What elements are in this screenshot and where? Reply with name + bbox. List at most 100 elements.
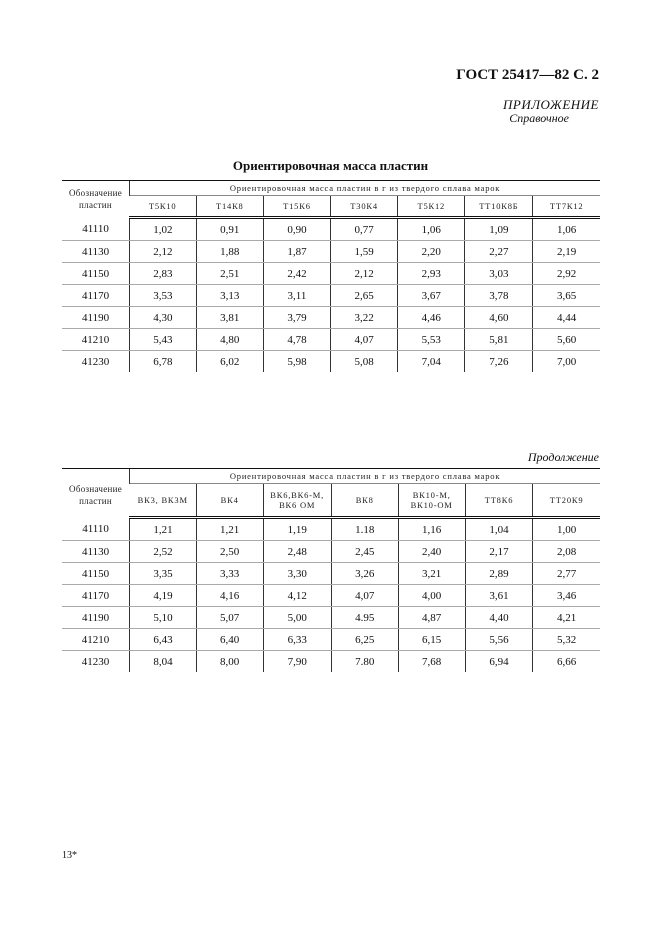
plate-designation: 41190 xyxy=(62,306,130,329)
mass-value: 3,26 xyxy=(330,562,399,585)
mass-value: 4,60 xyxy=(464,306,533,329)
mass-value: 0,77 xyxy=(330,217,398,241)
mass-value: 2,65 xyxy=(330,284,398,307)
mass-value: 5,07 xyxy=(195,606,264,629)
mass-value: 6,33 xyxy=(262,628,332,651)
mass-value: 3,67 xyxy=(397,284,465,307)
mass-value: 1,19 xyxy=(262,517,332,541)
mass-value: 7,90 xyxy=(262,650,332,672)
mass-value: 2,40 xyxy=(397,540,466,563)
mass-value: 8,04 xyxy=(129,650,197,672)
mass-value: 7,00 xyxy=(532,350,600,372)
mass-value: 4,87 xyxy=(397,606,466,629)
mass-value: 5,60 xyxy=(532,328,600,351)
mass-value: 5,43 xyxy=(129,328,197,351)
mass-table-1: Обозначение пластин Ориентировочная масс… xyxy=(62,180,600,372)
table-row: 41170 4,19 4,16 4,12 4,07 4,00 3,61 3,46 xyxy=(62,584,600,607)
mass-value: 1,21 xyxy=(129,517,197,541)
mass-value: 5,81 xyxy=(464,328,533,351)
mass-value: 1,06 xyxy=(532,217,600,241)
mass-value: 3,79 xyxy=(262,306,331,329)
plate-designation: 41130 xyxy=(62,540,130,563)
table-row: 41210 5,43 4,80 4,78 4,07 5,53 5,81 5,60 xyxy=(62,328,600,351)
mass-value: 4,00 xyxy=(397,584,466,607)
plate-designation: 41170 xyxy=(62,584,130,607)
mass-value: 2,93 xyxy=(397,262,465,285)
mass-value: 1,21 xyxy=(195,517,264,541)
column-header: ВК8 xyxy=(330,483,399,519)
mass-value: 2,12 xyxy=(330,262,398,285)
mass-value: 5,00 xyxy=(262,606,332,629)
mass-value: 4.95 xyxy=(330,606,399,629)
mass-value: 2,50 xyxy=(195,540,264,563)
continuation-label: Продолжение xyxy=(527,450,599,464)
mass-value: 0,90 xyxy=(262,217,331,241)
mass-value: 2,89 xyxy=(464,562,533,585)
plate-designation: 41230 xyxy=(81,655,110,668)
mass-value: 1,59 xyxy=(330,240,398,263)
mass-value: 2,19 xyxy=(532,240,600,263)
mass-value: 6,25 xyxy=(330,628,399,651)
mass-value: 4,19 xyxy=(129,584,197,607)
mass-value: 6,78 xyxy=(129,350,197,372)
table-row: 41210 6,43 6,40 6,33 6,25 6,15 5,56 5,32 xyxy=(62,628,600,651)
mass-value: 5,56 xyxy=(464,628,533,651)
mass-table-2: Обозначение пластин Ориентировочная масс… xyxy=(62,468,600,672)
mass-value: 1,09 xyxy=(464,217,533,241)
mass-value: 4,16 xyxy=(195,584,264,607)
mass-value: 3,21 xyxy=(397,562,466,585)
mass-value: 3,13 xyxy=(195,284,264,307)
group-header: Ориентировочная масса пластин в г из тве… xyxy=(129,180,600,196)
column-header: ТТ10К8Б xyxy=(464,195,533,219)
mass-value: 4,44 xyxy=(532,306,600,329)
appendix-type: Справочное xyxy=(509,111,569,125)
plate-designation: 41210 xyxy=(62,628,130,651)
mass-value: 5,32 xyxy=(532,628,600,651)
column-header: ВК4 xyxy=(195,483,264,519)
plate-designation: 41130 xyxy=(62,240,130,263)
mass-value: 3,46 xyxy=(532,584,600,607)
mass-value: 4,07 xyxy=(330,584,399,607)
table-row: 41170 3,53 3,13 3,11 2,65 3,67 3,78 3,65 xyxy=(62,284,600,307)
table-row: 41110 1,21 1,21 1,19 1.18 1,16 1,04 1,00 xyxy=(62,517,600,541)
mass-value: 4,07 xyxy=(330,328,398,351)
plate-designation: 41110 xyxy=(62,217,130,241)
column-header: Т5К12 xyxy=(397,195,465,219)
mass-value: 2,45 xyxy=(330,540,399,563)
table-row: 41230 6,78 6,02 5,98 5,08 7,04 7,26 7,00 xyxy=(62,350,600,372)
plate-designation: 41170 xyxy=(62,284,130,307)
mass-value: 1,00 xyxy=(532,517,600,541)
plate-designation: 41210 xyxy=(62,328,130,351)
mass-value: 1,16 xyxy=(397,517,466,541)
mass-value: 7,26 xyxy=(464,350,533,372)
row-header: Обозначение пластин xyxy=(62,180,130,218)
mass-value: 3,11 xyxy=(262,284,331,307)
mass-value: 1.18 xyxy=(330,517,399,541)
document-header: ГОСТ 25417—82 С. 2 xyxy=(456,67,599,83)
mass-value: 4,12 xyxy=(262,584,332,607)
mass-value: 3,30 xyxy=(262,562,332,585)
mass-value: 4,30 xyxy=(129,306,197,329)
column-header: Т15К6 xyxy=(262,195,331,219)
mass-value: 4,21 xyxy=(532,606,600,629)
column-header: ТТ7К12 xyxy=(532,195,600,219)
mass-value: 2,83 xyxy=(129,262,197,285)
plate-designation: 41150 xyxy=(62,562,130,585)
column-header: Т30К4 xyxy=(330,195,398,219)
mass-value: 6,43 xyxy=(129,628,197,651)
mass-value: 6,94 xyxy=(464,650,533,672)
mass-value: 3,65 xyxy=(532,284,600,307)
mass-value: 2,42 xyxy=(262,262,331,285)
table-row: 41190 4,30 3,81 3,79 3,22 4,46 4,60 4,44 xyxy=(62,306,600,329)
row-header: Обозначение пластин xyxy=(62,468,130,518)
mass-value: 1,87 xyxy=(262,240,331,263)
mass-value: 7.80 xyxy=(330,650,399,672)
mass-value: 6,40 xyxy=(195,628,264,651)
mass-value: 8,00 xyxy=(195,650,264,672)
column-header: ВК3, ВК3М xyxy=(129,483,197,519)
mass-value: 3,33 xyxy=(195,562,264,585)
mass-value: 3,81 xyxy=(195,306,264,329)
column-header: ТТ8К6 xyxy=(464,483,533,519)
mass-value: 2,51 xyxy=(195,262,264,285)
mass-value: 1,88 xyxy=(195,240,264,263)
